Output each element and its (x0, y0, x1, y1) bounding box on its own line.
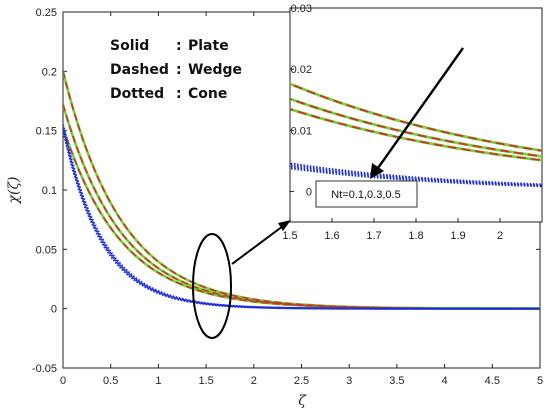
inset-x-tick-label: 1.5 (282, 230, 297, 242)
x-tick-label: 0.5 (103, 375, 118, 387)
inset-x-tick-label: 1.6 (324, 230, 339, 242)
annotation-arrow-line (377, 47, 464, 169)
x-tick-label: 1 (155, 375, 161, 387)
y-tick-label: -0.05 (32, 363, 57, 375)
inset-y-tick-label: 0.03 (291, 3, 312, 15)
inset-y-tick-label: 0 (306, 186, 312, 198)
x-tick-label: 3 (346, 375, 352, 387)
inset-y-tick-label: 0.01 (291, 125, 312, 137)
y-tick-label: 0.15 (36, 126, 57, 138)
legend-separator: : (176, 86, 182, 102)
y-tick-label: 0.2 (42, 66, 57, 78)
inset-x-tick-label: 1.7 (366, 230, 381, 242)
inset-series-dashed-line (290, 82, 542, 152)
inset-y-tick-label: 0.02 (291, 64, 312, 76)
curves (63, 71, 540, 310)
x-tick-label: 4 (442, 375, 448, 387)
series-dotted-line (63, 129, 540, 310)
inset-curves (290, 82, 542, 188)
y-axis-label: χ(ζ) (6, 177, 22, 205)
annotation-arrowhead (370, 163, 384, 179)
inset-series-dotted-line (290, 166, 542, 188)
legend-key: Solid (110, 38, 149, 54)
series-dotted-line (63, 124, 540, 310)
annotation-box (315, 180, 418, 208)
x-tick-label: 2 (251, 375, 257, 387)
y-tick-label: 0.05 (36, 244, 57, 256)
x-tick-label: 5 (537, 375, 543, 387)
inset-x-tick-label: 1.9 (450, 230, 465, 242)
y-tick-label: 0 (51, 304, 57, 316)
annotation-label: Nt=0.1,0.3,0.5 (331, 189, 400, 201)
legend-separator: : (176, 38, 182, 54)
legend-key: Dashed (110, 62, 169, 78)
x-tick-label: 3.5 (389, 375, 404, 387)
x-axis-label: ζ (298, 393, 307, 409)
x-tick-label: 2.5 (294, 375, 309, 387)
legend-value: Wedge (188, 62, 242, 78)
legend-separator: : (176, 62, 182, 78)
inset-x-tick-label: 2 (497, 230, 503, 242)
x-tick-label: 1.5 (198, 375, 213, 387)
inset-x-tick-label: 1.8 (408, 230, 423, 242)
legend-key: Dotted (110, 86, 164, 102)
x-tick-label: 0 (60, 375, 66, 387)
inset-plot: 1.5 1.6 1.7 1.8 1.9 2 0 0.01 0.02 0.03 Nt=0.1,0.3,… (282, 3, 543, 242)
x-tick-label: 4.5 (485, 375, 500, 387)
callout (192, 220, 291, 339)
series-dotted-line (63, 126, 540, 310)
inset-series-dashed-line (290, 108, 542, 162)
y-tick-label: 0.25 (36, 7, 57, 19)
legend-value: Plate (188, 38, 229, 54)
y-tick-label: 0.1 (42, 185, 57, 197)
legend-value: Cone (188, 86, 227, 102)
zoom-arrow-line (231, 225, 284, 265)
zoom-ellipse (192, 233, 232, 339)
zoom-arrowhead (278, 220, 291, 231)
legend: Solid: Plate Dashed: Wedge Dotted: Cone (110, 38, 242, 102)
inset-series-dashed-line (290, 97, 542, 158)
